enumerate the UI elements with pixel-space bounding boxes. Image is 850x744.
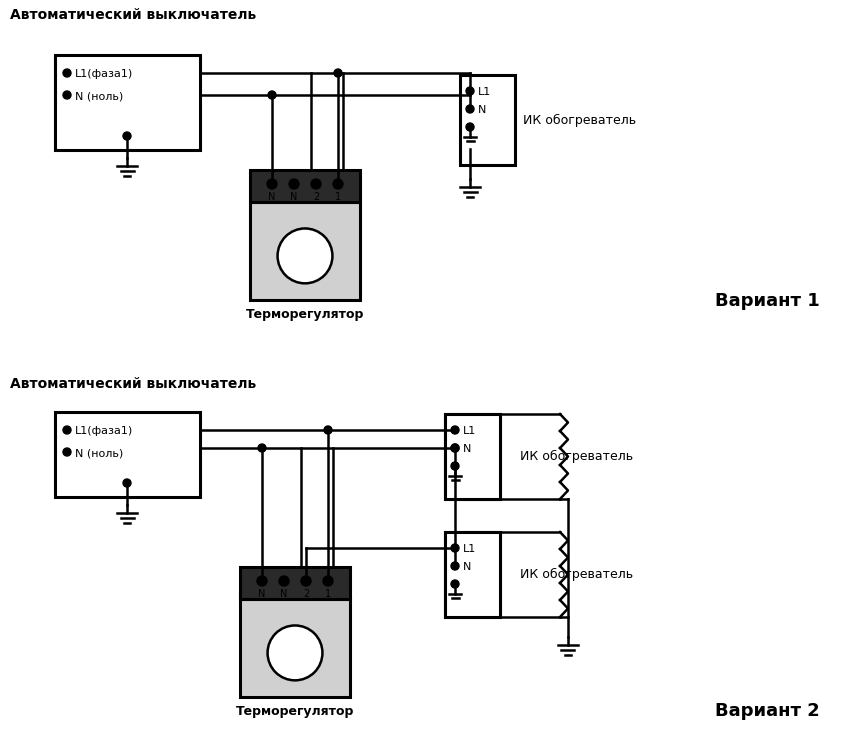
Circle shape [301,576,311,586]
Text: Терморегулятор: Терморегулятор [235,705,354,718]
Circle shape [258,444,266,452]
Circle shape [466,105,474,113]
Circle shape [268,626,322,680]
Text: Терморегулятор: Терморегулятор [246,308,364,321]
Text: L1(фаза1): L1(фаза1) [75,69,133,79]
Bar [55,412,200,497]
Text: Вариант 2: Вариант 2 [715,702,820,720]
Text: Автоматический выключатель: Автоматический выключатель [10,377,256,391]
Bar [445,414,500,499]
Circle shape [63,91,71,99]
Circle shape [451,444,459,452]
Bar [445,532,500,617]
Text: N: N [463,562,472,572]
Circle shape [451,544,459,552]
Text: N: N [258,589,266,599]
Circle shape [324,426,332,434]
Circle shape [63,448,71,456]
Text: N: N [478,105,486,115]
Circle shape [334,69,342,77]
Text: Автоматический выключатель: Автоматический выключатель [10,8,256,22]
Text: 1: 1 [335,192,341,202]
Text: L1(фаза1): L1(фаза1) [75,426,133,436]
Text: N (ноль): N (ноль) [75,448,123,458]
Circle shape [289,179,299,189]
Bar [460,75,515,165]
Bar [250,202,360,300]
Text: N: N [269,192,275,202]
Text: ИК обогреватель: ИК обогреватель [523,114,636,126]
Circle shape [451,580,459,588]
Circle shape [257,576,267,586]
Bar [445,414,500,499]
Circle shape [267,179,277,189]
Text: 1: 1 [325,589,331,599]
Text: ИК обогреватель: ИК обогреватель [520,568,633,580]
Text: L1: L1 [463,426,476,436]
Bar [445,532,500,617]
Text: L1: L1 [463,544,476,554]
Circle shape [466,123,474,131]
Text: Вариант 1: Вариант 1 [715,292,820,310]
Circle shape [451,562,459,570]
Circle shape [333,179,343,189]
Circle shape [311,179,321,189]
Circle shape [451,426,459,434]
Text: 2: 2 [303,589,309,599]
Text: N (ноль): N (ноль) [75,91,123,101]
Text: L1: L1 [478,87,491,97]
Circle shape [466,87,474,95]
Circle shape [323,576,333,586]
Bar [240,567,350,599]
Circle shape [451,462,459,470]
Circle shape [63,69,71,77]
Text: ИК обогреватель: ИК обогреватель [520,449,633,463]
Circle shape [63,426,71,434]
Circle shape [451,444,459,452]
Circle shape [123,479,131,487]
Bar [240,599,350,697]
Circle shape [268,91,276,99]
Bar [250,170,360,202]
Bar [55,55,200,150]
Circle shape [279,576,289,586]
Text: N: N [280,589,287,599]
Circle shape [278,228,332,283]
Text: N: N [291,192,298,202]
Text: N: N [463,444,472,454]
Text: 2: 2 [313,192,319,202]
Circle shape [123,132,131,140]
